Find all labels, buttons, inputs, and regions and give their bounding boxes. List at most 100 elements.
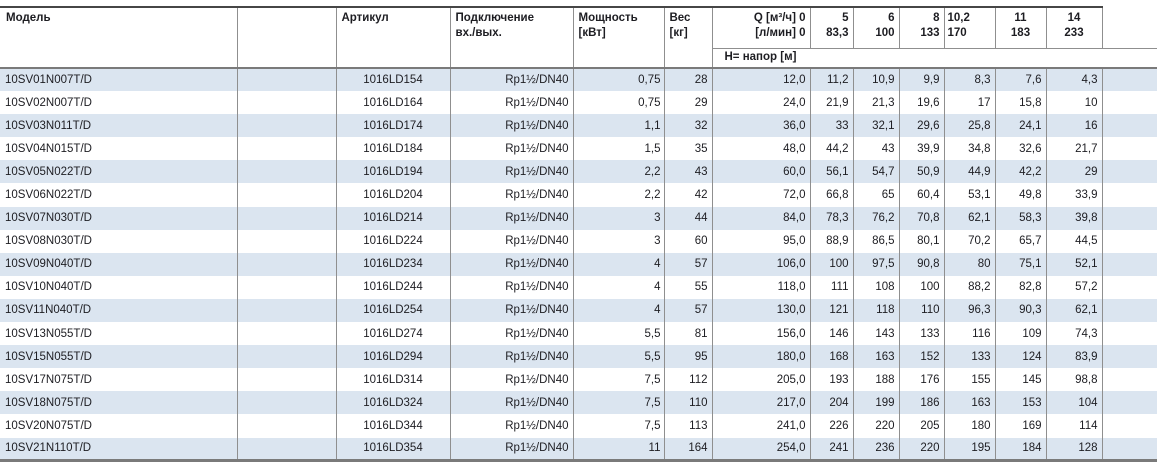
flow-1-m3h: 5	[842, 12, 849, 24]
cell-head-2: 86,5	[853, 229, 900, 253]
cell-spacer	[237, 437, 337, 463]
cell-head-q0: 36,0	[712, 114, 811, 138]
cell-head-3: 60,4	[899, 183, 945, 207]
cell-right-spacer	[1102, 183, 1157, 206]
cell-head-3: 152	[899, 345, 945, 369]
cell-spacer	[237, 91, 337, 115]
cell-head-5: 65,7	[995, 229, 1047, 253]
cell-right-spacer	[1102, 437, 1157, 463]
cell-head-q0: 24,0	[712, 91, 811, 115]
cell-power: 7,5	[573, 368, 665, 392]
cell-head-6: 104	[1046, 391, 1103, 415]
table-header: Модель Артикул Подключение вх./вых. Мощн…	[0, 6, 1157, 69]
cell-spacer	[237, 275, 337, 299]
cell-head-1: 11,2	[810, 68, 854, 92]
cell-head-4: 155	[944, 368, 996, 392]
cell-article: 1016LD344	[336, 414, 451, 438]
table-row: 10SV01N007T/D 1016LD154 Rp1½/DN40 0,75 2…	[0, 68, 1157, 92]
cell-head-3: 39,9	[899, 137, 945, 161]
cell-right-spacer	[1102, 276, 1157, 299]
cell-connection: Rp1½/DN40	[450, 322, 574, 346]
cell-weight: 95	[664, 345, 713, 369]
cell-head-5: 153	[995, 391, 1047, 415]
cell-weight: 35	[664, 137, 713, 161]
cell-right-spacer	[1102, 252, 1157, 276]
cell-model: 10SV10N040T/D	[0, 275, 238, 299]
column-header-weight: Вес [кг]	[664, 6, 713, 69]
cell-head-6: 39,8	[1046, 206, 1103, 230]
column-header-flow-6: 14 233	[1046, 6, 1103, 49]
cell-head-2: 65	[853, 183, 900, 207]
cell-head-5: 90,3	[995, 298, 1047, 323]
cell-head-3: 133	[899, 322, 945, 346]
cell-connection: Rp1½/DN40	[450, 437, 574, 463]
cell-weight: 29	[664, 91, 713, 115]
cell-head-4: 44,9	[944, 160, 996, 184]
cell-head-2: 97,5	[853, 252, 900, 276]
cell-power: 0,75	[573, 91, 665, 115]
cell-weight: 32	[664, 114, 713, 138]
column-header-flow-3: 8 133	[899, 6, 945, 49]
cell-head-1: 226	[810, 414, 854, 438]
cell-article: 1016LD244	[336, 275, 451, 299]
cell-weight: 113	[664, 414, 713, 438]
table-row: 10SV02N007T/D 1016LD164 Rp1½/DN40 0,75 2…	[0, 91, 1157, 115]
cell-head-3: 19,6	[899, 91, 945, 115]
cell-connection: Rp1½/DN40	[450, 114, 574, 138]
column-header-article: Артикул	[336, 6, 451, 69]
cell-head-2: 118	[853, 298, 900, 323]
cell-head-6: 21,7	[1046, 137, 1103, 161]
column-header-flow-5: 11 183	[995, 6, 1047, 49]
cell-head-1: 44,2	[810, 137, 854, 161]
cell-model: 10SV02N007T/D	[0, 91, 238, 115]
cell-head-1: 111	[810, 275, 854, 299]
cell-article: 1016LD234	[336, 252, 451, 276]
cell-weight: 44	[664, 206, 713, 230]
cell-connection: Rp1½/DN40	[450, 68, 574, 92]
cell-article: 1016LD204	[336, 183, 451, 207]
cell-power: 0,75	[573, 68, 665, 92]
cell-article: 1016LD174	[336, 114, 451, 138]
cell-head-4: 25,8	[944, 114, 996, 138]
cell-head-2: 163	[853, 345, 900, 369]
cell-head-q0: 95,0	[712, 229, 811, 253]
cell-model: 10SV18N075T/D	[0, 391, 238, 415]
cell-connection: Rp1½/DN40	[450, 160, 574, 184]
cell-head-5: 58,3	[995, 206, 1047, 230]
table-row: 10SV10N040T/D 1016LD244 Rp1½/DN40 4 55 1…	[0, 275, 1157, 299]
cell-right-spacer	[1102, 391, 1157, 415]
head-units-subheader: Н= напор [м]	[712, 48, 1157, 69]
cell-head-q0: 205,0	[712, 368, 811, 392]
cell-head-1: 66,8	[810, 183, 854, 207]
cell-head-1: 193	[810, 368, 854, 392]
cell-head-4: 17	[944, 91, 996, 115]
cell-head-q0: 241,0	[712, 414, 811, 438]
cell-head-5: 184	[995, 437, 1047, 463]
cell-weight: 164	[664, 437, 713, 463]
cell-power: 4	[573, 252, 665, 276]
cell-head-5: 75,1	[995, 252, 1047, 276]
cell-head-1: 204	[810, 391, 854, 415]
cell-right-spacer	[1102, 114, 1157, 138]
cell-head-6: 16	[1046, 114, 1103, 138]
cell-spacer	[237, 183, 337, 207]
cell-model: 10SV11N040T/D	[0, 298, 238, 323]
cell-weight: 43	[664, 160, 713, 184]
table-row: 10SV13N055T/D 1016LD274 Rp1½/DN40 5,5 81…	[0, 322, 1157, 346]
table-row: 10SV09N040T/D 1016LD234 Rp1½/DN40 4 57 1…	[0, 252, 1157, 276]
cell-head-q0: 72,0	[712, 183, 811, 207]
cell-article: 1016LD214	[336, 206, 451, 230]
cell-power: 4	[573, 275, 665, 299]
cell-head-q0: 12,0	[712, 68, 811, 92]
cell-head-6: 83,9	[1046, 345, 1103, 369]
cell-head-1: 56,1	[810, 160, 854, 184]
flow-3-m3h: 8	[933, 12, 940, 24]
cell-head-3: 100	[899, 275, 945, 299]
cell-head-4: 133	[944, 345, 996, 369]
cell-head-1: 100	[810, 252, 854, 276]
cell-head-5: 32,6	[995, 137, 1047, 161]
cell-head-3: 186	[899, 391, 945, 415]
cell-connection: Rp1½/DN40	[450, 414, 574, 438]
cell-connection: Rp1½/DN40	[450, 229, 574, 253]
cell-head-2: 108	[853, 275, 900, 299]
